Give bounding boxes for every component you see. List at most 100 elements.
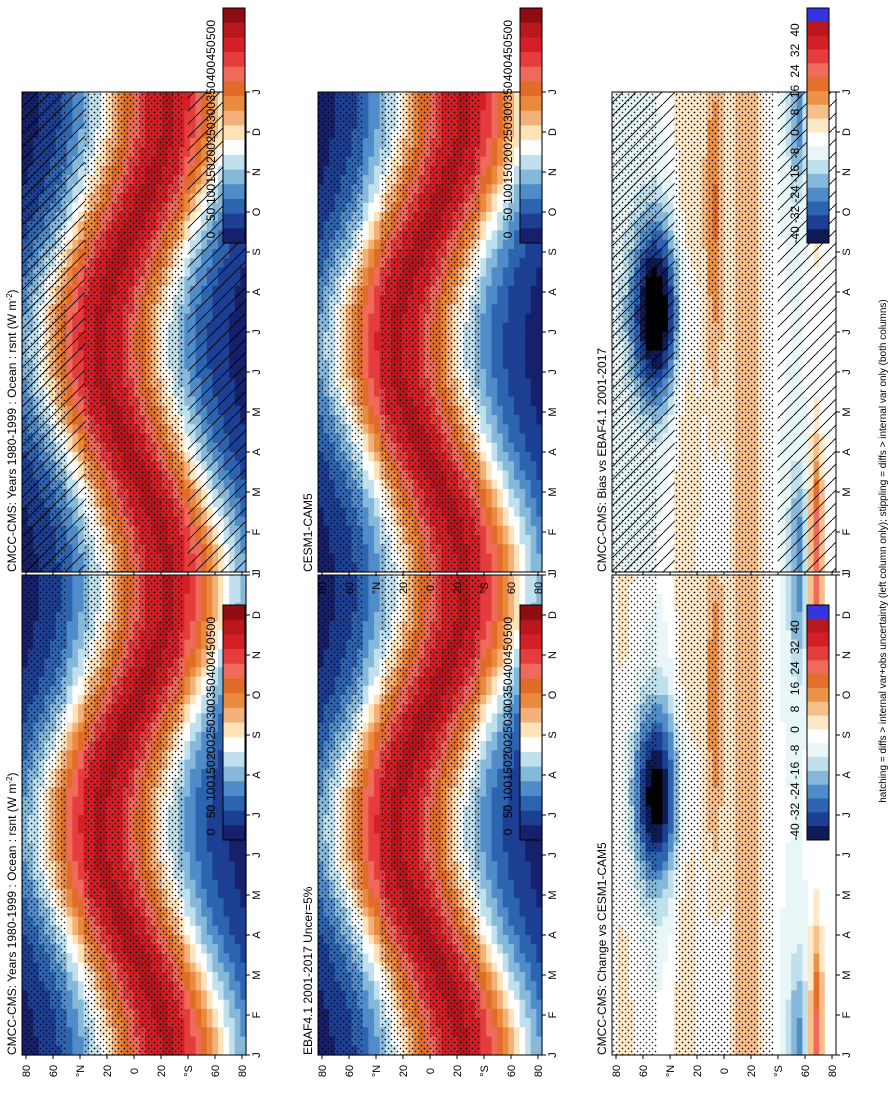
heat-cell bbox=[362, 833, 369, 844]
colorbar-swatch bbox=[223, 140, 245, 156]
heat-cell bbox=[223, 935, 230, 945]
heat-cell bbox=[72, 861, 79, 871]
heat-cell bbox=[78, 667, 85, 678]
heat-cell bbox=[212, 805, 219, 816]
heat-cell bbox=[229, 888, 236, 899]
heat-cell bbox=[206, 861, 213, 871]
heat-cell bbox=[240, 1018, 247, 1028]
month-tick-label: M bbox=[251, 407, 263, 416]
heat-cell bbox=[218, 1008, 225, 1019]
heat-cell bbox=[201, 630, 208, 641]
heat-cell bbox=[184, 387, 191, 398]
heat-cell bbox=[212, 741, 219, 751]
heat-cell bbox=[218, 713, 225, 724]
heat-cell bbox=[190, 676, 197, 687]
heat-cell bbox=[72, 1008, 79, 1019]
heat-cell bbox=[72, 630, 79, 641]
colorbar-swatch bbox=[223, 198, 245, 215]
heat-cell bbox=[201, 695, 208, 705]
heat-cell bbox=[184, 276, 191, 287]
heat-cell bbox=[184, 639, 191, 650]
heat-cell bbox=[374, 722, 381, 733]
heat-cell bbox=[374, 1018, 381, 1028]
heat-cell bbox=[195, 667, 202, 678]
heat-cell bbox=[184, 341, 191, 352]
heat-cell bbox=[201, 962, 208, 973]
heat-cell bbox=[362, 842, 369, 853]
heat-cell bbox=[362, 639, 369, 650]
heat-cell bbox=[66, 842, 73, 853]
heat-cell bbox=[229, 981, 236, 991]
heat-cell bbox=[184, 470, 191, 481]
heat-cell bbox=[184, 879, 191, 890]
heat-cell bbox=[206, 805, 213, 816]
heat-cell bbox=[212, 842, 219, 853]
heat-cell bbox=[206, 658, 213, 668]
heat-cell bbox=[190, 685, 197, 696]
heat-cell bbox=[223, 898, 230, 908]
heat-cell bbox=[229, 999, 236, 1010]
heat-cell bbox=[78, 759, 85, 770]
heat-cell bbox=[362, 611, 369, 622]
colorbar-label: 250 bbox=[204, 122, 218, 142]
heat-cell bbox=[66, 658, 73, 668]
heat-cell bbox=[362, 658, 369, 668]
heat-cell bbox=[206, 648, 213, 659]
heat-cell bbox=[368, 824, 375, 835]
heat-cell bbox=[78, 842, 85, 853]
heat-cell bbox=[374, 962, 381, 973]
heat-cell bbox=[218, 1045, 225, 1056]
heat-cell bbox=[78, 630, 85, 641]
colorbar-swatch bbox=[223, 751, 245, 768]
colorbar-swatch bbox=[223, 81, 245, 97]
heat-cell bbox=[223, 861, 230, 871]
heat-cell bbox=[368, 676, 375, 687]
heat-cell bbox=[223, 907, 230, 918]
heat-cell bbox=[368, 778, 375, 788]
heat-cell bbox=[362, 805, 369, 816]
heat-cell bbox=[201, 898, 208, 908]
heat-cell bbox=[212, 778, 219, 788]
heat-cell bbox=[362, 851, 369, 862]
heat-cell bbox=[234, 842, 241, 853]
heat-cell bbox=[72, 685, 79, 696]
month-tick-label: F bbox=[251, 528, 263, 535]
heat-cell bbox=[234, 888, 241, 899]
heat-cell bbox=[184, 824, 191, 835]
heat-cell bbox=[218, 971, 225, 982]
heat-cell bbox=[190, 898, 197, 908]
heat-cell bbox=[190, 667, 197, 678]
stippling-overlay bbox=[84, 92, 184, 572]
heat-cell bbox=[212, 695, 219, 705]
heat-cell bbox=[368, 944, 375, 955]
heat-cell bbox=[223, 879, 230, 890]
colorbar-swatch bbox=[223, 825, 245, 841]
heat-cell bbox=[78, 935, 85, 945]
heat-cell bbox=[223, 842, 230, 853]
heat-cell bbox=[218, 824, 225, 835]
heat-cell bbox=[78, 602, 85, 613]
heat-cell bbox=[184, 433, 191, 444]
heat-cell bbox=[218, 639, 225, 650]
heat-cell bbox=[184, 405, 191, 416]
heat-cell bbox=[190, 722, 197, 733]
heat-cell bbox=[184, 953, 191, 964]
heat-cell bbox=[72, 971, 79, 982]
heat-cell bbox=[72, 639, 79, 650]
heat-cell bbox=[78, 787, 85, 798]
heat-cell bbox=[190, 593, 197, 604]
heat-cell bbox=[72, 741, 79, 751]
heat-cell bbox=[78, 778, 85, 788]
heat-cell bbox=[72, 584, 79, 595]
heat-cell bbox=[184, 695, 191, 705]
heat-cell bbox=[368, 898, 375, 908]
heat-cell bbox=[190, 630, 197, 641]
heat-cell bbox=[218, 990, 225, 1001]
heat-cell bbox=[240, 861, 247, 871]
heat-cell bbox=[184, 575, 191, 585]
heat-cell bbox=[362, 768, 369, 779]
heat-cell bbox=[374, 805, 381, 816]
heat-cell bbox=[184, 944, 191, 955]
heat-cell bbox=[78, 962, 85, 973]
heat-cell bbox=[201, 935, 208, 945]
